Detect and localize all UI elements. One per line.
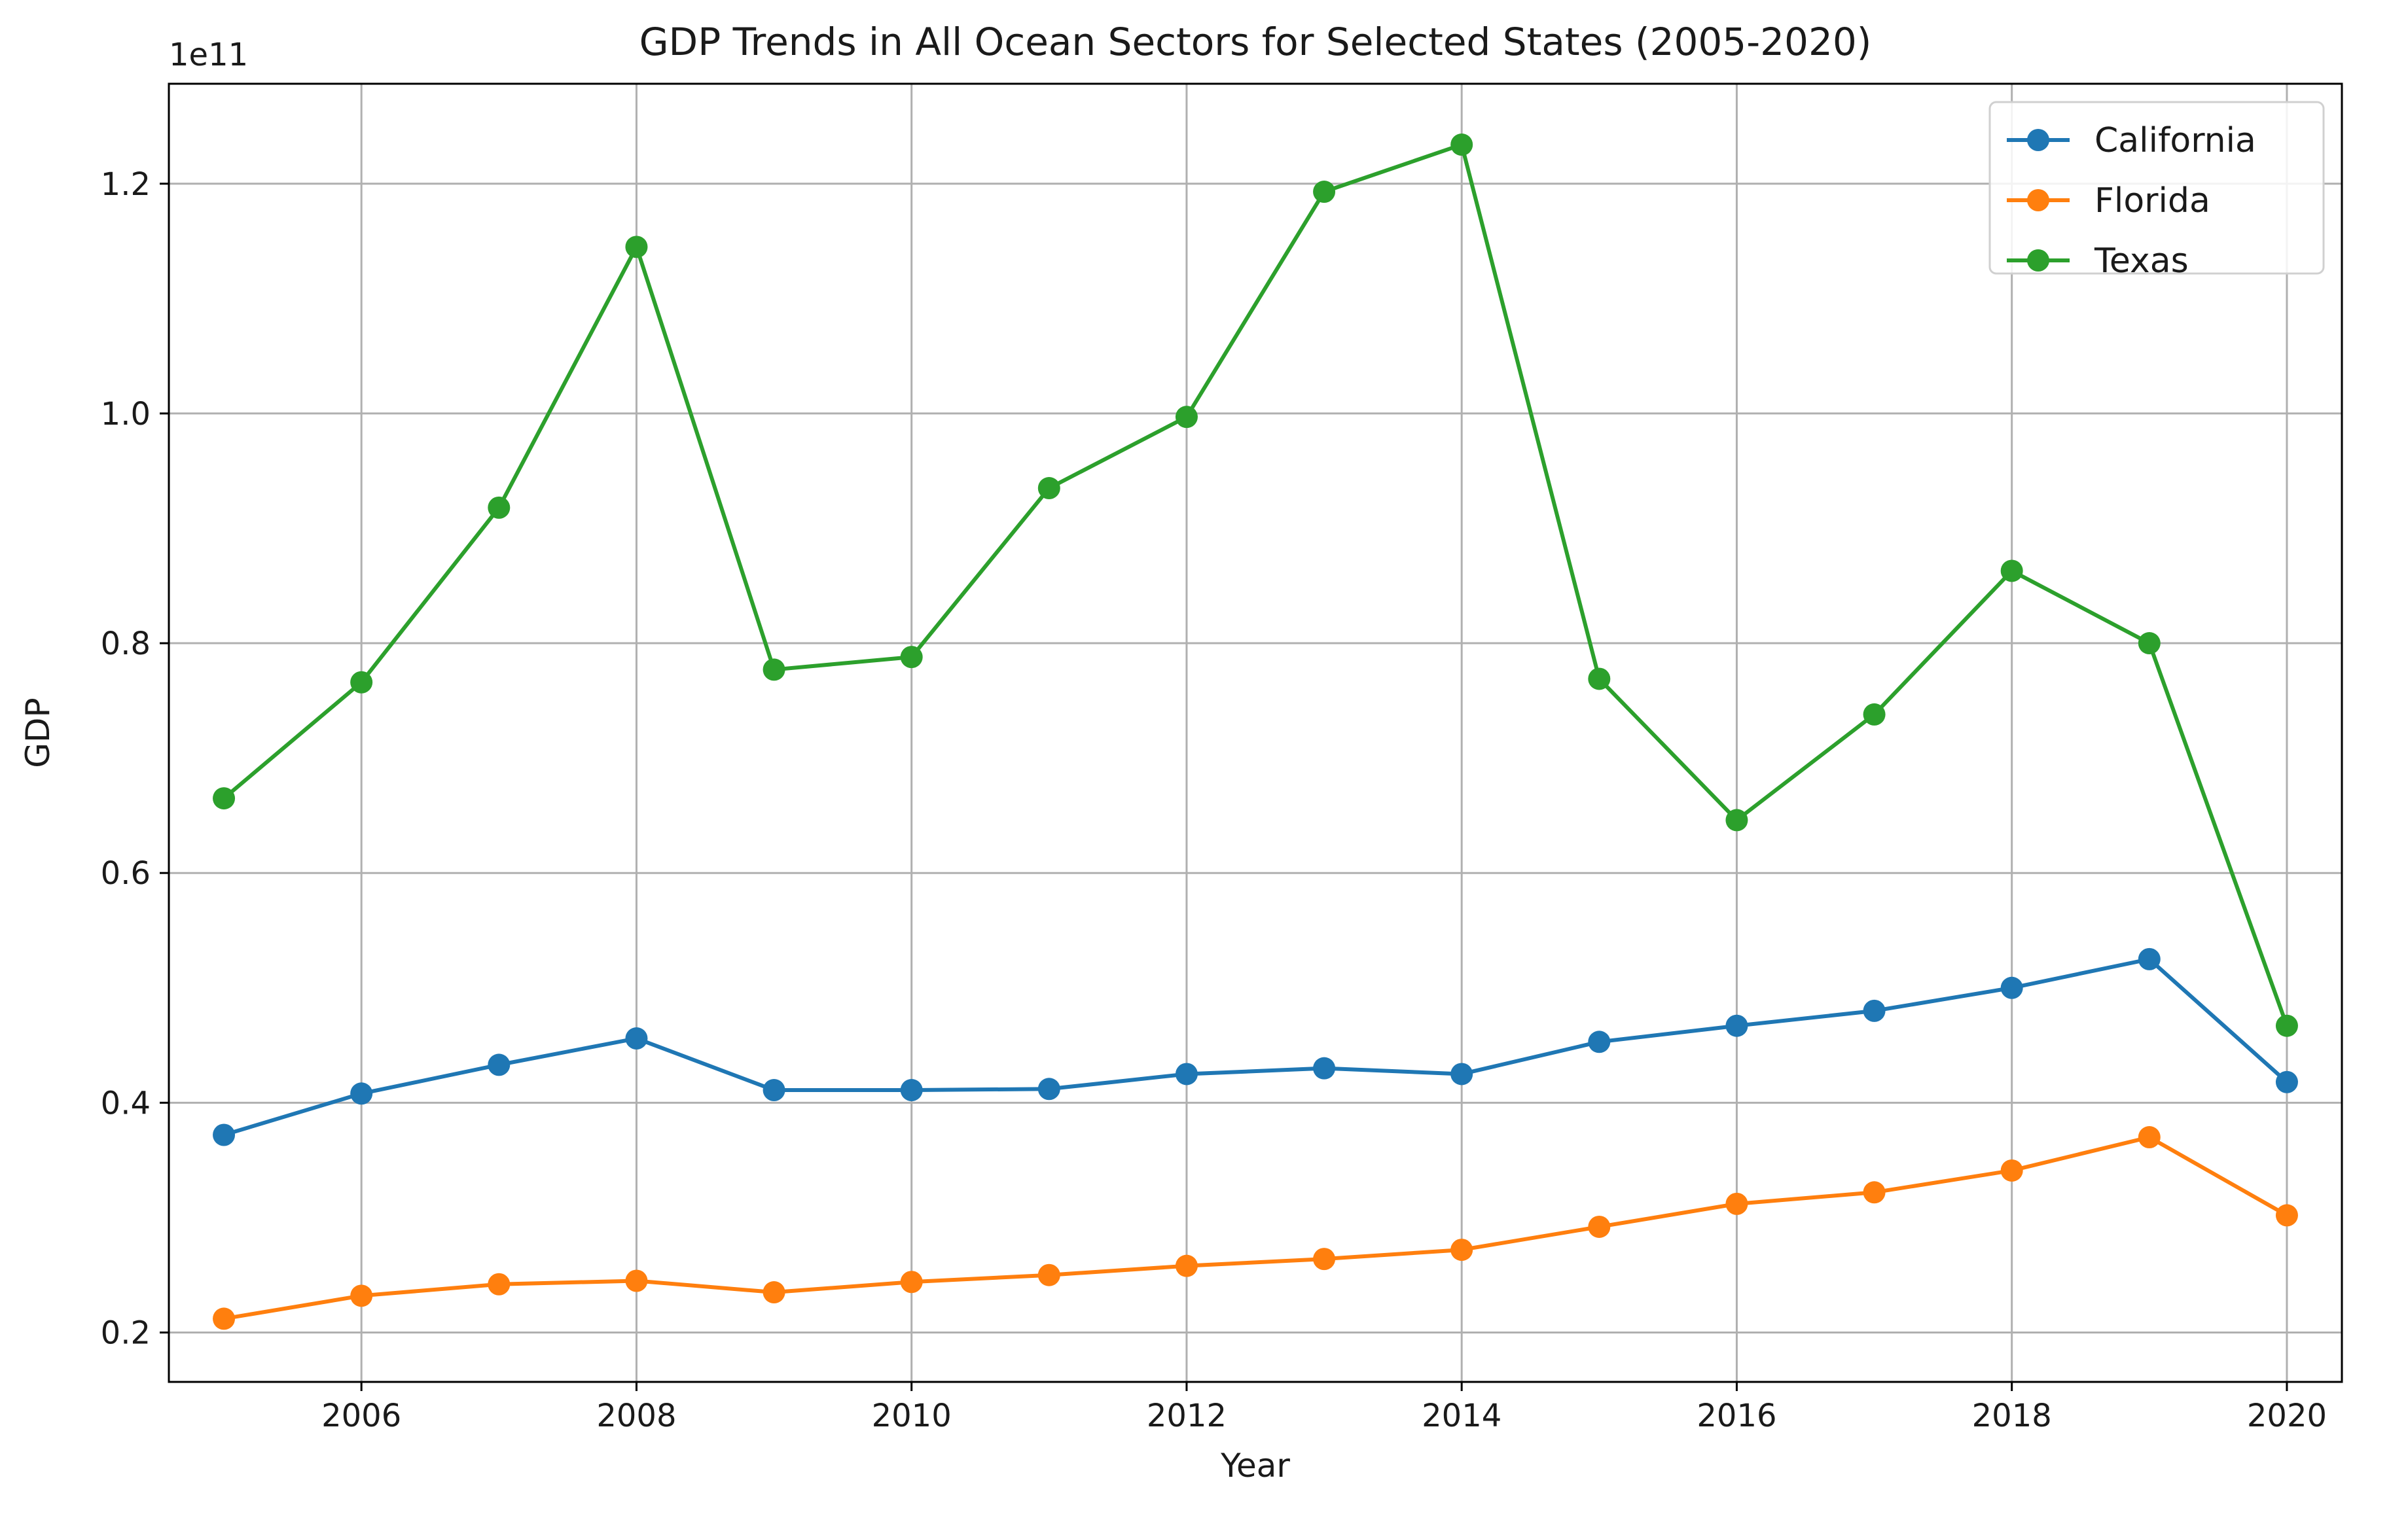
x-axis-label: Year [1220, 1447, 1290, 1485]
data-point-california [213, 1123, 236, 1146]
data-point-california [350, 1082, 373, 1105]
data-point-florida [900, 1271, 923, 1294]
data-point-texas [2138, 632, 2161, 655]
data-point-florida [1863, 1181, 1886, 1204]
series-line-california [223, 957, 2288, 1137]
data-point-texas [350, 671, 373, 694]
chart-title: GDP Trends in All Ocean Sectors for Sele… [639, 20, 1872, 64]
data-point-florida [1037, 1263, 1060, 1286]
plot-area-frame [168, 82, 2343, 1383]
data-point-florida [1588, 1215, 1611, 1238]
series-layer [213, 133, 2298, 1330]
x-tick-label: 2010 [872, 1398, 952, 1434]
data-point-california [1175, 1063, 1198, 1086]
data-point-florida [2275, 1204, 2298, 1227]
data-point-california [763, 1079, 785, 1102]
data-point-florida [1175, 1254, 1198, 1277]
series-california [213, 947, 2298, 1146]
data-point-texas [488, 496, 511, 519]
data-point-texas [1588, 667, 1611, 690]
data-point-florida [1313, 1248, 1336, 1271]
data-point-texas [213, 787, 236, 810]
legend: California Florida Texas [1988, 101, 2325, 281]
x-tick-label: 2006 [321, 1398, 401, 1434]
series-line-florida [223, 1135, 2288, 1321]
data-point-texas [2275, 1014, 2298, 1037]
y-tick-label: 0.6 [101, 855, 151, 892]
data-point-florida [488, 1273, 511, 1296]
data-point-texas [1175, 406, 1198, 429]
data-point-florida [625, 1269, 648, 1292]
data-point-california [1313, 1057, 1336, 1080]
legend-marker-florida [2027, 189, 2049, 211]
legend-item-texas: Texas [2007, 241, 2189, 281]
data-point-texas [625, 236, 648, 258]
data-point-california [900, 1079, 923, 1102]
data-point-florida [1725, 1192, 1748, 1215]
y-tick-label: 1.0 [101, 396, 151, 432]
data-point-florida [350, 1284, 373, 1307]
data-point-california [488, 1053, 511, 1076]
series-texas [213, 133, 2298, 1037]
x-tick-label: 2012 [1147, 1398, 1227, 1434]
legend-item-california: California [2007, 121, 2256, 160]
data-point-california [1588, 1031, 1611, 1053]
data-point-texas [763, 658, 785, 681]
data-point-california [2275, 1070, 2298, 1093]
y-tick-label: 0.2 [101, 1315, 151, 1352]
data-point-texas [2000, 559, 2023, 582]
data-point-texas [900, 646, 923, 669]
y-tick-label: 1.2 [101, 166, 151, 203]
x-tick-label: 2014 [1422, 1398, 1501, 1434]
x-tick-label: 2020 [2247, 1398, 2327, 1434]
series-florida [213, 1126, 2298, 1330]
legend-label-california: California [2094, 121, 2256, 160]
data-point-florida [2138, 1126, 2161, 1149]
data-point-florida [213, 1307, 236, 1330]
y-tick-label: 0.4 [101, 1085, 151, 1121]
series-line-texas [223, 143, 2289, 1027]
data-point-texas [1725, 809, 1748, 832]
grid-layer [169, 84, 2342, 1382]
legend-box [1988, 101, 2325, 275]
legend-item-florida: Florida [2007, 181, 2210, 221]
data-point-california [625, 1027, 648, 1050]
data-point-florida [763, 1281, 785, 1304]
data-point-texas [1450, 133, 1473, 156]
data-point-florida [1450, 1239, 1473, 1262]
y-tick-label: 0.8 [101, 626, 151, 662]
data-point-california [2138, 947, 2161, 970]
data-point-california [2000, 976, 2023, 999]
x-tick-label: 2008 [596, 1398, 676, 1434]
tick-layer: 2006 2008 2010 2012 2014 2016 2018 2020 0.2 0.4 0.… [101, 166, 2327, 1434]
y-axis-offset-label: 1e11 [169, 37, 248, 73]
data-point-california [1450, 1063, 1473, 1086]
legend-label-florida: Florida [2094, 181, 2210, 221]
x-tick-label: 2018 [1972, 1398, 2052, 1434]
data-point-california [1863, 999, 1886, 1022]
data-point-california [1037, 1078, 1060, 1101]
data-point-florida [2000, 1159, 2023, 1182]
x-tick-label: 2016 [1697, 1398, 1776, 1434]
data-point-california [1725, 1014, 1748, 1037]
data-point-texas [1037, 477, 1060, 500]
legend-marker-texas [2027, 249, 2049, 272]
y-axis-label: GDP [19, 697, 57, 768]
data-point-texas [1863, 703, 1886, 726]
legend-label-texas: Texas [2094, 241, 2189, 281]
data-point-texas [1313, 181, 1336, 203]
legend-marker-california [2027, 129, 2049, 151]
